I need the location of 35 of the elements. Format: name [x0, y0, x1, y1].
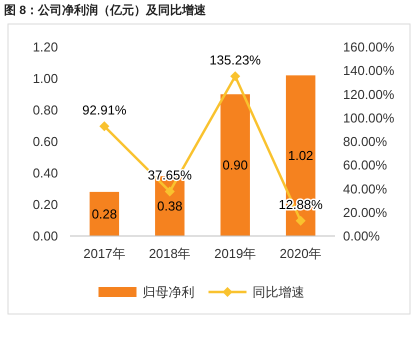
data-label: 0.38 [157, 198, 182, 214]
data-label: 0.28 [92, 206, 118, 222]
data-label: 135.23% [210, 52, 262, 68]
y2-tick-label: 140.00% [343, 63, 395, 78]
bar [220, 94, 250, 236]
x-tick-label: 2020年 [280, 246, 322, 261]
point [230, 71, 240, 82]
y-tick-label: 0.40 [32, 166, 58, 181]
legend-label: 归母净利 [142, 284, 194, 300]
y2-tick-label: 120.00% [343, 86, 395, 102]
data-label: 1.02 [288, 148, 314, 164]
y2-tick-label: 60.00% [343, 158, 388, 173]
chart-title: 图 8：公司净利润（亿元）及同比增速 [4, 3, 208, 17]
bar [90, 192, 120, 236]
y-tick-label: 0.20 [32, 197, 58, 212]
point [296, 216, 306, 226]
y-tick-label: 1.00 [32, 71, 58, 86]
y2-tick-label: 80.00% [343, 134, 388, 150]
point [99, 121, 110, 132]
y-tick-label: 0.60 [32, 134, 58, 150]
y-tick-label: 0.80 [32, 102, 58, 118]
y2-tick-label: 160.00% [343, 40, 395, 55]
x-tick-label: 2017年 [83, 246, 126, 261]
x-tick-label: 2019年 [214, 246, 256, 261]
y2-tick-label: 100.00% [343, 110, 395, 126]
data-label: 0.90 [222, 158, 248, 173]
y2-tick-label: 40.00% [343, 181, 388, 196]
y-tick-label: 1.20 [32, 40, 58, 55]
legend-label: 同比增速 [252, 284, 304, 300]
point [164, 186, 175, 197]
x-tick-label: 2018年 [148, 246, 191, 261]
data-label: 92.91% [82, 102, 127, 118]
y2-tick-label: 20.00% [343, 204, 388, 220]
y-tick-label: 0.00 [32, 228, 58, 244]
y2-tick-label: 0.00% [343, 228, 380, 244]
